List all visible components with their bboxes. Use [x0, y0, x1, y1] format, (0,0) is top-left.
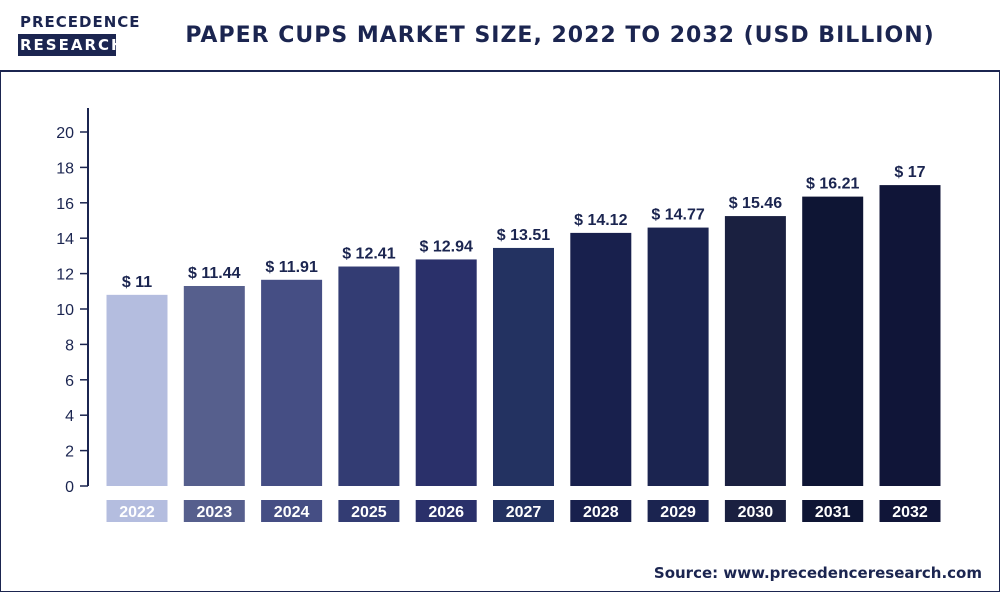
category-box	[415, 500, 477, 522]
y-tick-label: 14	[56, 231, 74, 248]
data-label: $ 11	[122, 274, 152, 291]
bar	[183, 285, 245, 486]
bar-chart: 0 2 4 6 8 10 12 14 16 18 20 $ 11 2022 $ 11.44 2023 $ 11…	[56, 108, 941, 522]
bar	[647, 227, 709, 486]
bar	[415, 259, 477, 486]
x-tick-label: 2024	[274, 504, 310, 521]
bar	[493, 247, 554, 486]
x-tick-label: 2025	[351, 504, 387, 521]
header: PRECEDENCE RESEARCH PAPER CUPS MARKET SI…	[0, 0, 1000, 72]
data-label: $ 13.51	[497, 227, 550, 244]
bar	[570, 232, 632, 486]
data-label: $ 14.77	[651, 207, 704, 224]
y-tick-label: 0	[65, 479, 74, 496]
category-box	[183, 500, 245, 522]
bar	[338, 266, 400, 486]
data-label: $ 11.91	[265, 259, 318, 276]
y-tick-label: 20	[56, 125, 74, 142]
chart-title: PAPER CUPS MARKET SIZE, 2022 TO 2032 (US…	[185, 23, 935, 48]
x-tick-label: 2023	[197, 504, 233, 521]
bar	[879, 185, 941, 486]
y-tick-label: 12	[56, 267, 74, 284]
category-box	[802, 500, 864, 522]
y-tick-label: 6	[65, 373, 74, 390]
data-label: $ 12.94	[420, 238, 473, 255]
source-credit: Source: www.precedenceresearch.com	[653, 564, 982, 582]
category-box	[879, 500, 941, 522]
x-tick-label: 2030	[738, 504, 774, 521]
x-tick-label: 2032	[892, 504, 928, 521]
y-tick-label: 10	[56, 302, 74, 319]
data-label: $ 11.44	[188, 265, 241, 282]
data-label: $ 16.21	[806, 176, 859, 193]
bar	[724, 216, 786, 486]
bar	[261, 279, 323, 486]
bar	[106, 294, 168, 486]
data-label: $ 15.46	[729, 195, 782, 212]
x-tick-label: 2029	[660, 504, 696, 521]
logo-line-1: PRECEDENCE	[20, 13, 141, 31]
x-tick-label: 2031	[815, 504, 851, 521]
x-tick-label: 2027	[506, 504, 542, 521]
category-box	[570, 500, 632, 522]
y-tick-label: 8	[65, 337, 74, 354]
data-label: $ 12.41	[342, 246, 395, 263]
category-box	[338, 500, 400, 522]
x-tick-label: 2026	[428, 504, 464, 521]
bar	[802, 196, 864, 486]
precedence-research-logo: PRECEDENCE RESEARCH	[18, 12, 141, 58]
category-box	[647, 500, 709, 522]
category-box	[493, 500, 554, 522]
y-tick-label: 2	[65, 444, 74, 461]
y-tick-label: 16	[56, 196, 74, 213]
logo-line-2: RESEARCH	[18, 34, 126, 56]
category-box	[724, 500, 786, 522]
category-box	[106, 500, 168, 522]
category-box	[261, 500, 323, 522]
y-tick-label: 4	[65, 408, 74, 425]
x-tick-label: 2028	[583, 504, 619, 521]
y-tick-label: 18	[56, 160, 74, 177]
data-label: $ 14.12	[574, 212, 627, 229]
x-tick-label: 2022	[119, 504, 155, 521]
data-label: $ 17	[894, 164, 925, 181]
